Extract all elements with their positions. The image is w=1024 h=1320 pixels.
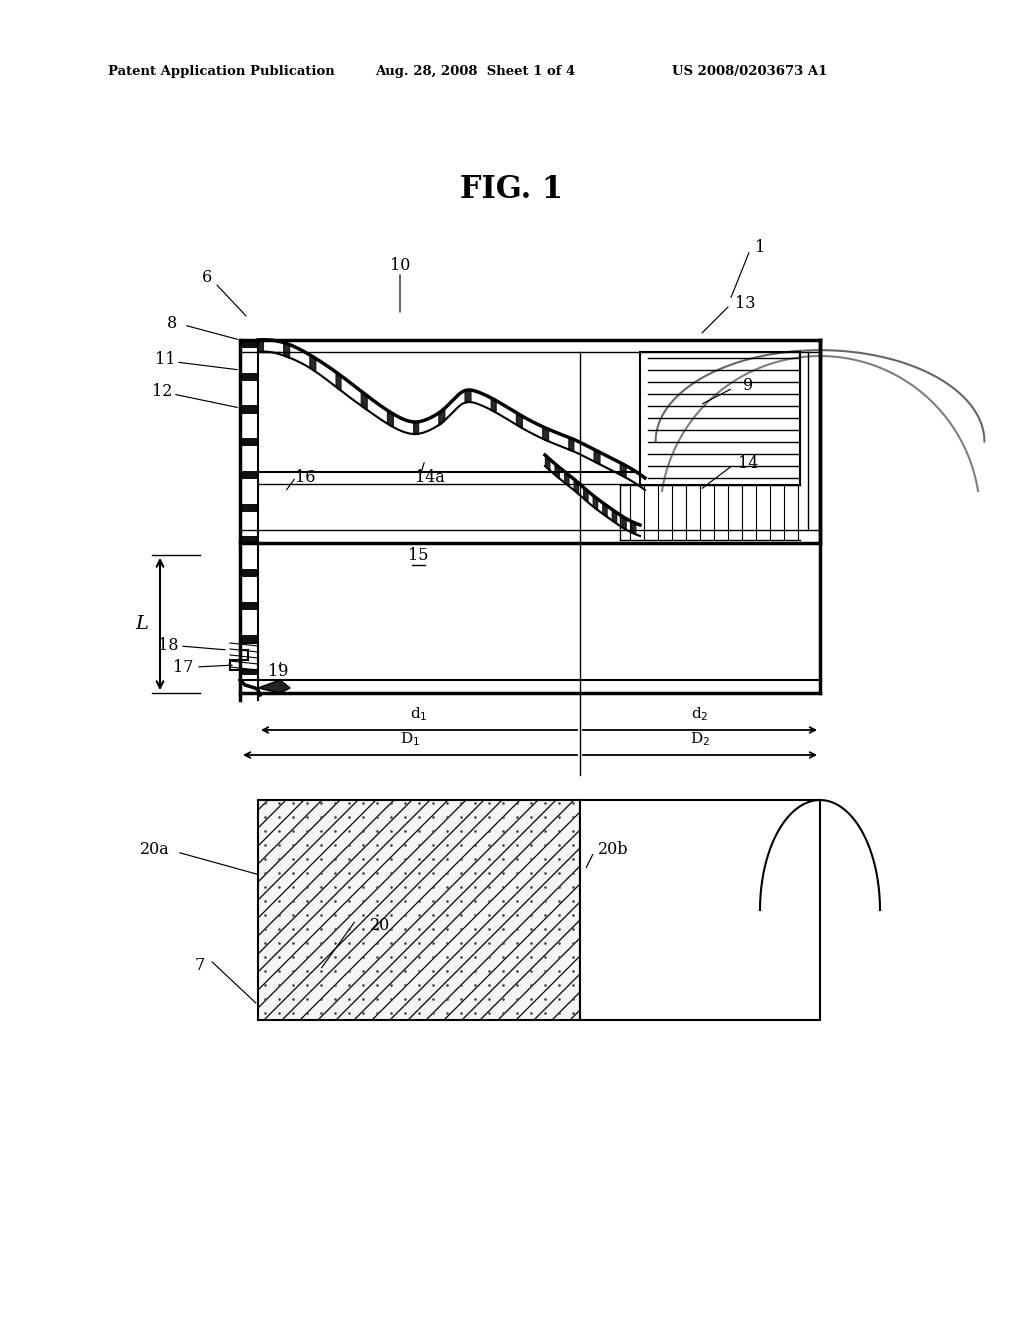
Text: 16: 16 — [295, 470, 315, 487]
Text: Aug. 28, 2008  Sheet 1 of 4: Aug. 28, 2008 Sheet 1 of 4 — [375, 66, 575, 78]
Text: FIG. 1: FIG. 1 — [461, 174, 563, 206]
Text: 7: 7 — [195, 957, 205, 974]
Bar — [240, 372, 258, 381]
Bar — [240, 471, 258, 479]
Bar — [240, 668, 258, 676]
Bar — [240, 602, 258, 610]
Bar — [240, 635, 258, 643]
Bar — [240, 536, 258, 545]
Bar — [258, 800, 580, 1020]
Text: 9: 9 — [742, 376, 753, 393]
Text: 14: 14 — [738, 454, 758, 471]
Text: Patent Application Publication: Patent Application Publication — [108, 66, 335, 78]
Polygon shape — [230, 643, 258, 671]
Text: 17: 17 — [173, 660, 194, 676]
Text: 20b: 20b — [598, 842, 629, 858]
Text: 10: 10 — [390, 256, 411, 273]
Text: US 2008/0203673 A1: US 2008/0203673 A1 — [672, 66, 827, 78]
Polygon shape — [258, 680, 290, 693]
Bar — [240, 569, 258, 577]
Text: 20: 20 — [370, 916, 390, 933]
Text: D$_1$: D$_1$ — [400, 730, 420, 747]
Text: 15: 15 — [408, 546, 428, 564]
Bar — [580, 800, 820, 1020]
Text: 12: 12 — [152, 384, 172, 400]
Text: d$_2$: d$_2$ — [691, 705, 709, 723]
Text: 20a: 20a — [140, 842, 170, 858]
Bar — [240, 341, 258, 348]
Bar — [240, 405, 258, 413]
Bar — [240, 504, 258, 512]
Bar — [240, 438, 258, 446]
Text: 6: 6 — [202, 269, 212, 286]
Text: d$_1$: d$_1$ — [411, 705, 428, 723]
Text: 11: 11 — [155, 351, 175, 368]
Text: D$_2$: D$_2$ — [690, 730, 710, 747]
Text: L: L — [135, 615, 148, 634]
Text: 19: 19 — [267, 664, 288, 681]
Text: 1: 1 — [755, 239, 765, 256]
Text: 18: 18 — [158, 636, 178, 653]
Text: 8: 8 — [167, 314, 177, 331]
Text: 13: 13 — [735, 294, 756, 312]
Text: 14a: 14a — [415, 470, 445, 487]
